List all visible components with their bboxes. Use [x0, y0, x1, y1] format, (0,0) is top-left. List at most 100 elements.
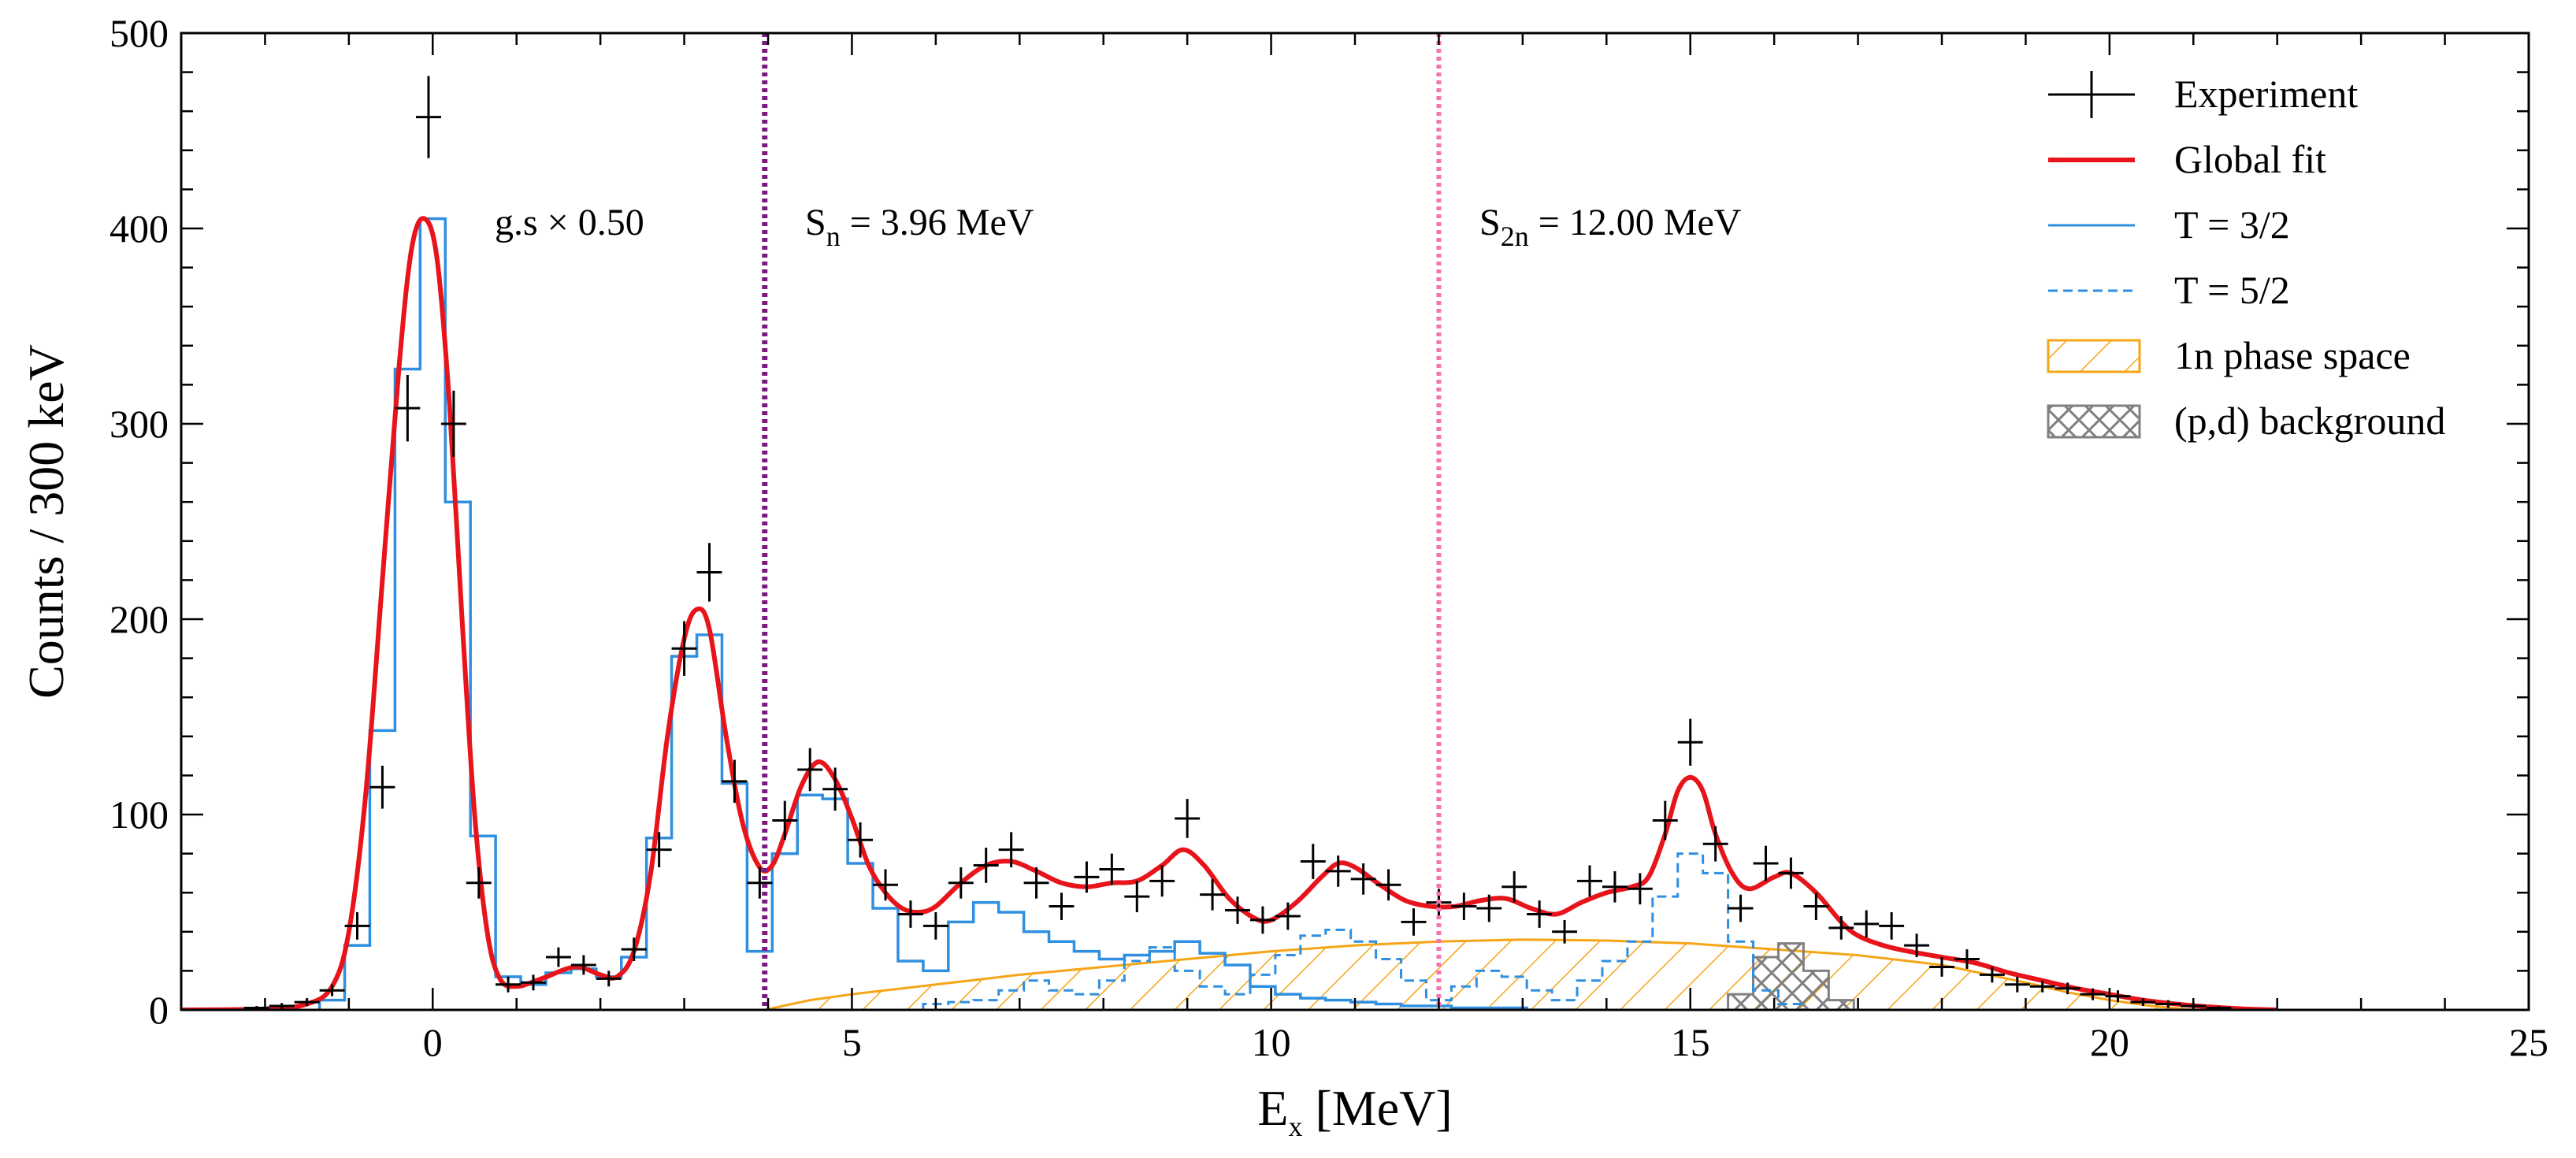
- experiment-point: [1803, 893, 1829, 920]
- experiment-point: [1552, 919, 1578, 944]
- x-axis-title-sub: x: [1288, 1111, 1302, 1142]
- threshold-layer: [762, 33, 1442, 1010]
- experiment-point: [1954, 949, 1980, 969]
- sn-annotation-sub: n: [826, 221, 841, 252]
- experiment-point: [646, 832, 672, 867]
- experiment-point: [269, 1003, 295, 1009]
- experiment-point: [922, 912, 948, 940]
- y-tick-label: 500: [109, 11, 169, 55]
- experiment-point: [1200, 878, 1226, 911]
- experiment-point: [747, 867, 773, 899]
- experiment-point: [1074, 861, 1100, 893]
- experiment-point: [1350, 863, 1376, 895]
- y-tick-label: 300: [109, 402, 169, 446]
- legend-label-t52: T = 5/2: [2174, 268, 2290, 312]
- x-tick-label: 15: [1671, 1020, 1710, 1064]
- legend-item-t52: T = 5/2: [2048, 268, 2290, 312]
- y-tick-label: 200: [109, 597, 169, 641]
- experiment-point: [545, 947, 571, 967]
- experiment-point: [1451, 893, 1477, 920]
- experiment-point: [2029, 980, 2055, 993]
- experiment-point: [1527, 900, 1553, 928]
- experiment-point: [696, 543, 722, 602]
- experiment-point: [1049, 893, 1075, 920]
- experiment-point: [998, 832, 1024, 867]
- experiment-point: [1753, 845, 1779, 881]
- experiment-point: [1375, 869, 1401, 901]
- experiment-point: [897, 900, 923, 928]
- legend-label-phase-space: 1n phase space: [2174, 333, 2411, 377]
- global-fit-line: [181, 216, 2277, 1010]
- experiment-point: [1099, 853, 1125, 885]
- s2n-annotation-value: = 12.00 MeV: [1529, 202, 1742, 243]
- background-area: [1727, 942, 1855, 1010]
- experiment-point: [1225, 896, 1250, 924]
- experiment-point: [1879, 912, 1905, 940]
- y-axis-title: Counts / 300 keV: [18, 344, 74, 699]
- experiment-point: [848, 822, 874, 858]
- sn-annotation-main: S: [805, 202, 826, 243]
- y-tick-label: 0: [149, 988, 169, 1032]
- experiment-point: [1149, 865, 1175, 897]
- experiment-point: [2080, 988, 2106, 1000]
- experiment-point: [1124, 881, 1150, 912]
- experiment-point: [440, 390, 466, 458]
- legend-item-experiment: Experiment: [2048, 71, 2358, 118]
- experiment-point: [1652, 800, 1678, 841]
- legend-swatch-background: [2047, 404, 2141, 439]
- series-layer: [181, 76, 2277, 1010]
- experiment-point: [772, 800, 798, 841]
- legend-label-background: (p,d) background: [2174, 399, 2445, 443]
- s2n-annotation-sub: 2n: [1501, 221, 1529, 252]
- experiment-point: [369, 766, 395, 809]
- experiment-point: [1602, 870, 1628, 903]
- experiment-point: [822, 767, 848, 811]
- experiment-point: [344, 912, 370, 940]
- experiment-point: [2054, 982, 2080, 995]
- y-tick-label: 400: [109, 206, 169, 251]
- y-tick-label: 100: [109, 792, 169, 837]
- legend-label-global-fit: Global fit: [2174, 137, 2326, 181]
- legend-item-background: (p,d) background: [2047, 399, 2445, 443]
- experiment-point: [1325, 856, 1351, 887]
- experiment-point: [1979, 967, 2005, 983]
- s2n-annotation: S2n = 12.00 MeV: [1479, 202, 1742, 252]
- experiment-point: [621, 937, 647, 961]
- experiment-point: [1828, 915, 1854, 940]
- x-tick-label: 5: [842, 1020, 862, 1064]
- experiment-point: [1778, 857, 1804, 889]
- experiment-point: [1401, 908, 1427, 936]
- experiment-point: [319, 984, 345, 997]
- x-axis-title-main: E: [1257, 1080, 1288, 1136]
- legend-swatch-phase-space: [2047, 339, 2141, 373]
- x-axis-title: Ex [MeV]: [1257, 1080, 1452, 1142]
- experiment-point: [1023, 867, 1049, 899]
- experiment-point: [416, 76, 441, 158]
- experiment-point: [797, 748, 823, 792]
- experiment-point: [570, 955, 596, 975]
- experiment-point: [466, 867, 492, 899]
- x-tick-label: 0: [423, 1020, 443, 1064]
- s2n-annotation-main: S: [1479, 202, 1501, 243]
- x-tick-label: 20: [2090, 1020, 2129, 1064]
- experiment-point: [1275, 902, 1301, 930]
- experiment-point: [294, 998, 320, 1007]
- experiment-point: [873, 869, 898, 901]
- experiment-point: [1249, 906, 1275, 934]
- experiment-point: [948, 867, 974, 899]
- legend-item-global-fit: Global fit: [2048, 137, 2326, 181]
- plot-area: 0 5 10 15 20 25 0 100 200 300 400 500: [109, 11, 2548, 1064]
- experiment-point: [2004, 976, 2030, 993]
- experiment-point: [1728, 894, 1754, 922]
- experiment-point: [1929, 957, 1954, 977]
- experiment-point: [1577, 865, 1602, 897]
- legend-item-t32: T = 3/2: [2048, 202, 2290, 247]
- experiment-point: [722, 759, 748, 804]
- tick-layer: 0 5 10 15 20 25 0 100 200 300 400 500: [109, 11, 2548, 1064]
- experiment-point: [2155, 1000, 2181, 1008]
- experiment-point: [973, 848, 999, 883]
- experiment-point: [1904, 933, 1930, 958]
- experiment-point: [1476, 894, 1502, 922]
- t52-histogram: [922, 852, 1829, 1010]
